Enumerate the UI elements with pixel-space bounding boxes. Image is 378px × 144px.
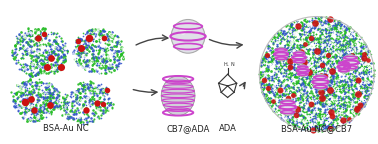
- Circle shape: [297, 65, 309, 77]
- Circle shape: [278, 51, 280, 53]
- Circle shape: [293, 51, 306, 64]
- Circle shape: [171, 19, 205, 53]
- Text: BSA-Au NC: BSA-Au NC: [43, 124, 89, 133]
- Circle shape: [341, 64, 343, 66]
- Circle shape: [296, 54, 299, 57]
- Circle shape: [280, 99, 296, 115]
- Circle shape: [300, 68, 302, 70]
- Text: N: N: [230, 62, 234, 67]
- Text: ₂: ₂: [227, 63, 229, 67]
- Circle shape: [342, 55, 358, 70]
- Text: ADA: ADA: [219, 124, 237, 133]
- Circle shape: [338, 61, 350, 73]
- Circle shape: [274, 47, 288, 61]
- Circle shape: [313, 74, 328, 90]
- Text: BSA-Au NC@CB7: BSA-Au NC@CB7: [281, 124, 352, 133]
- Circle shape: [316, 78, 320, 81]
- Text: H: H: [223, 62, 227, 67]
- Circle shape: [347, 59, 350, 62]
- Ellipse shape: [161, 76, 195, 116]
- Circle shape: [180, 28, 186, 35]
- Text: CB7@ADA: CB7@ADA: [166, 124, 210, 133]
- Circle shape: [284, 103, 287, 106]
